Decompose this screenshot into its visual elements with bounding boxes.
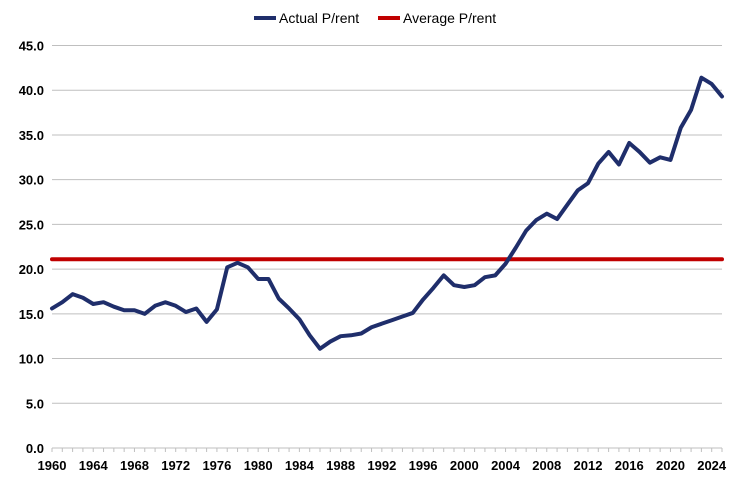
x-tick-label: 1968 — [120, 458, 149, 473]
x-tick-label: 1988 — [326, 458, 355, 473]
x-tick-label: 1972 — [161, 458, 190, 473]
x-tick-label: 2004 — [491, 458, 521, 473]
y-tick-label: 10.0 — [19, 352, 44, 367]
x-tick-label: 2020 — [656, 458, 685, 473]
y-tick-label: 15.0 — [19, 307, 44, 322]
x-tick-label: 1960 — [38, 458, 67, 473]
x-tick-label: 2000 — [450, 458, 479, 473]
y-axis: 0.0 5.0 10.0 15.0 20.0 25.0 30.0 35.0 40.0 45.0 — [19, 39, 44, 457]
legend-label-actual: Actual P/rent — [279, 10, 359, 26]
x-tick-label: 2024 — [697, 458, 727, 473]
legend-label-average: Average P/rent — [403, 10, 496, 26]
y-tick-label: 30.0 — [19, 173, 44, 188]
y-tick-label: 20.0 — [19, 262, 44, 277]
y-tick-label: 40.0 — [19, 83, 44, 98]
y-tick-label: 0.0 — [26, 441, 44, 456]
x-tick-label: 2016 — [615, 458, 644, 473]
series-line-actual-p-rent — [50, 75, 724, 351]
y-tick-label: 5.0 — [26, 396, 44, 411]
gridlines — [52, 45, 722, 404]
legend: Actual P/rent Average P/rent — [254, 10, 496, 26]
x-tick-label: 1976 — [202, 458, 231, 473]
y-tick-label: 35.0 — [19, 128, 44, 143]
x-tick-label: 2012 — [574, 458, 603, 473]
y-tick-label: 45.0 — [19, 39, 44, 54]
y-tick-label: 25.0 — [19, 217, 44, 232]
x-axis: 1960 1964 1968 1972 1976 1980 1984 1988 1992 1996… — [38, 447, 727, 473]
x-tick-label: 1996 — [409, 458, 438, 473]
x-tick-label: 1984 — [285, 458, 315, 473]
series-layer — [50, 75, 724, 351]
x-tick-label: 2008 — [532, 458, 561, 473]
x-tick-label: 1992 — [367, 458, 396, 473]
x-tick-label: 1980 — [244, 458, 273, 473]
x-tick-label: 1964 — [79, 458, 109, 473]
